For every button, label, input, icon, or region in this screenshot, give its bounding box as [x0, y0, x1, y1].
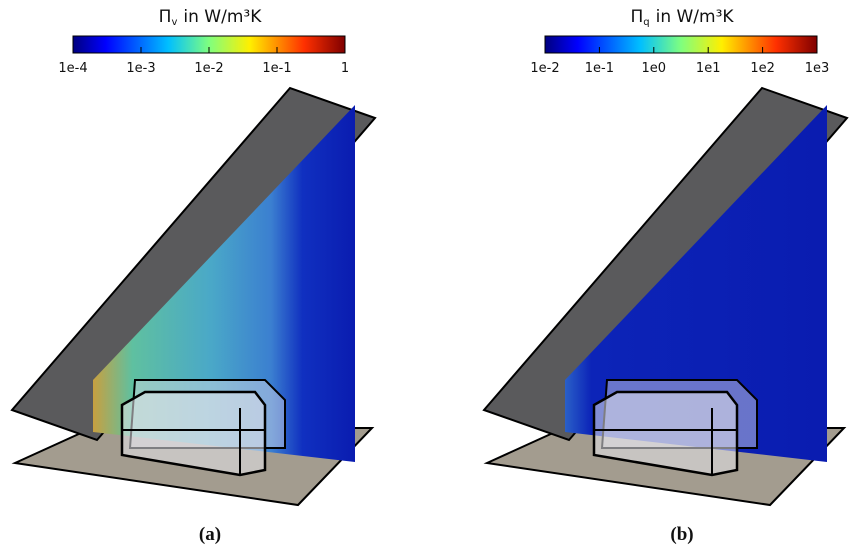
- colorbar: [544, 35, 818, 54]
- colorbar-tick-label: 1e1: [696, 61, 721, 76]
- title-part: v: [171, 17, 177, 28]
- colorbar-tick-label: 1e2: [750, 61, 775, 76]
- title-part: q: [643, 17, 649, 28]
- title-part: Π: [159, 7, 172, 27]
- colorbar-tick-label: 1e-3: [126, 61, 155, 76]
- colorbar-tick-label: 1: [341, 61, 349, 76]
- panel: Πq in W/m³K 1e-2 1e-1 1e0 1e1 1e2 1e3 (b): [482, 7, 849, 545]
- caption: (b): [670, 524, 693, 545]
- colorbar-tick-label: 1e-4: [58, 61, 87, 76]
- colorbar-tick-label: 1e0: [642, 61, 667, 76]
- colorbar-tick-label: 1e-1: [262, 61, 291, 76]
- colorbar-tick-label: 1e-2: [530, 61, 559, 76]
- panels: Πv in W/m³K 1e-4 1e-3 1e-2 1e-1 1 (a) Πq in W/m³K…: [10, 7, 849, 545]
- title-part: in W/m³K: [656, 7, 735, 27]
- colorbar-tick-label: 1e-1: [585, 61, 614, 76]
- box-front: [592, 390, 739, 477]
- field-plane: [565, 105, 827, 462]
- colorbar-title: Πv in W/m³K: [159, 7, 263, 28]
- panel: Πv in W/m³K 1e-4 1e-3 1e-2 1e-1 1 (a): [10, 7, 377, 545]
- roof: [10, 86, 377, 442]
- colorbar-title: Πq in W/m³K: [630, 7, 734, 28]
- roof: [482, 86, 849, 442]
- title-part: Π: [630, 7, 643, 27]
- caption: (a): [199, 524, 221, 545]
- colorbar-tick-label: 1e3: [805, 61, 830, 76]
- title-part: in W/m³K: [183, 7, 262, 27]
- field-plane: [93, 105, 355, 462]
- colorbar-tick-label: 1e-2: [194, 61, 223, 76]
- box-front: [120, 390, 267, 477]
